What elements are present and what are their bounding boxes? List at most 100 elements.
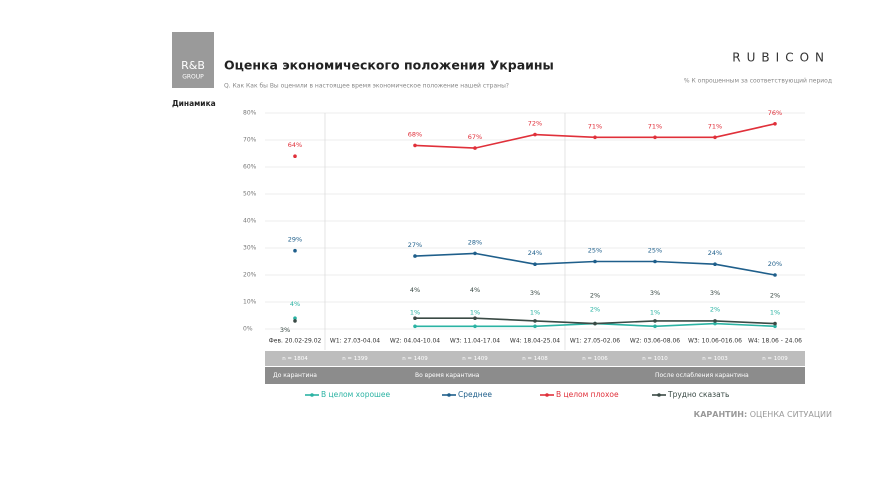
data-label: 71% [588, 122, 602, 130]
data-label: 1% [410, 308, 420, 316]
x-tick-label: W4: 18.04-25.04 [510, 338, 560, 345]
x-tick-label: W4: 18.06 - 24.06 [748, 338, 802, 345]
point [653, 324, 657, 329]
point [473, 251, 477, 256]
data-label: 1% [530, 308, 540, 316]
logo-text: R&B [181, 59, 205, 72]
sample-size: n = 1399 [342, 356, 368, 362]
x-tick-label: Фев. 20.02-29.02 [269, 338, 322, 345]
data-label: 71% [648, 122, 662, 130]
footer-bold: КАРАНТИН: [694, 410, 748, 419]
data-label: 3% [530, 289, 540, 297]
point [773, 273, 777, 277]
data-label: 2% [710, 306, 720, 314]
data-label: 25% [588, 247, 602, 255]
point [413, 143, 417, 148]
period-cell [325, 367, 565, 384]
data-label: 4% [410, 286, 420, 294]
chart-title: Оценка экономического положения Украины [224, 58, 554, 73]
y-tick-label: 70% [243, 137, 257, 144]
data-label: 4% [290, 300, 300, 308]
sample-size: n = 1006 [582, 356, 608, 362]
period-label: До карантина [273, 372, 317, 379]
point [653, 259, 657, 264]
x-tick-label: W3: 10.06-016.06 [688, 338, 742, 345]
point [713, 321, 717, 326]
point [593, 135, 597, 140]
data-label: 2% [770, 292, 780, 300]
legend-dot [545, 393, 549, 397]
point [653, 319, 657, 323]
point [293, 319, 297, 323]
legend-dot [657, 393, 661, 397]
point [713, 319, 717, 323]
data-label: 71% [708, 122, 722, 130]
y-tick-label: 60% [243, 164, 257, 171]
data-label: 2% [590, 292, 600, 300]
point [413, 324, 417, 329]
period-label: После ослабления карантина [655, 372, 749, 379]
logo-text: GROUP [182, 74, 204, 81]
data-label: 3% [650, 289, 660, 297]
legend-dot [447, 393, 451, 397]
x-tick-label: W2: 03.06-08.06 [630, 338, 680, 345]
data-label: 25% [648, 247, 662, 255]
data-label: 4% [470, 286, 480, 294]
period-label: Во время карантина [415, 372, 480, 379]
point [533, 319, 537, 323]
data-label: 27% [408, 241, 422, 249]
point [773, 122, 777, 126]
point [293, 316, 297, 321]
y-tick-label: 30% [243, 245, 257, 252]
period-cell [565, 367, 805, 384]
data-label: 3% [710, 289, 720, 297]
data-label: 28% [468, 238, 482, 246]
y-tick-label: 40% [243, 218, 257, 225]
data-label: 72% [528, 120, 542, 128]
footer: КАРАНТИН: ОЦЕНКА СИТУАЦИИ [694, 410, 832, 419]
y-tick-label: 20% [243, 272, 257, 279]
point [593, 259, 597, 264]
data-label: 24% [708, 249, 722, 257]
n-row [265, 351, 805, 366]
legend-label: Трудно сказать [667, 390, 729, 399]
data-label: 68% [408, 130, 422, 138]
footer-light: ОЦЕНКА СИТУАЦИИ [750, 410, 832, 419]
point [473, 146, 477, 150]
data-label: 29% [288, 236, 302, 244]
point [773, 324, 777, 329]
x-tick-label: W1: 27.03-04.04 [330, 338, 380, 345]
point [413, 316, 417, 321]
legend-label: Среднее [458, 390, 492, 399]
point [473, 316, 477, 321]
data-label: 67% [468, 133, 482, 141]
point [713, 135, 717, 140]
y-tick-label: 0% [243, 326, 253, 333]
data-label: 20% [768, 260, 782, 268]
logo-box [172, 32, 214, 88]
x-tick-label: W2: 04.04-10.04 [390, 338, 440, 345]
data-label: 76% [768, 109, 782, 117]
subtitle: Q. Как Как бы Вы оценили в настоящее вре… [224, 83, 509, 90]
legend-dot [310, 393, 314, 397]
sample-size: n = 1409 [462, 356, 488, 362]
sample-size: n = 1010 [642, 356, 668, 362]
point [293, 154, 297, 158]
point [593, 321, 597, 326]
plot: 0% 10% 20% 30% 40% 50% 60% 70% 80% До карантина Во… [243, 109, 805, 399]
brand: RUBICON [732, 51, 830, 65]
data-label: 24% [528, 249, 542, 257]
section: Динамика [172, 99, 216, 108]
data-label: 1% [770, 308, 780, 316]
x-tick-label: W1: 27.05-02.06 [570, 338, 620, 345]
data-label: 1% [650, 308, 660, 316]
point [533, 262, 537, 267]
data-label: 1% [470, 308, 480, 316]
period-cell [265, 367, 325, 384]
sample-size: n = 1009 [762, 356, 788, 362]
y-tick-label: 80% [243, 110, 257, 117]
sample-size: n = 1804 [282, 356, 308, 362]
point [533, 132, 537, 137]
note: % К опрошенным за соответствующий период [684, 78, 832, 85]
